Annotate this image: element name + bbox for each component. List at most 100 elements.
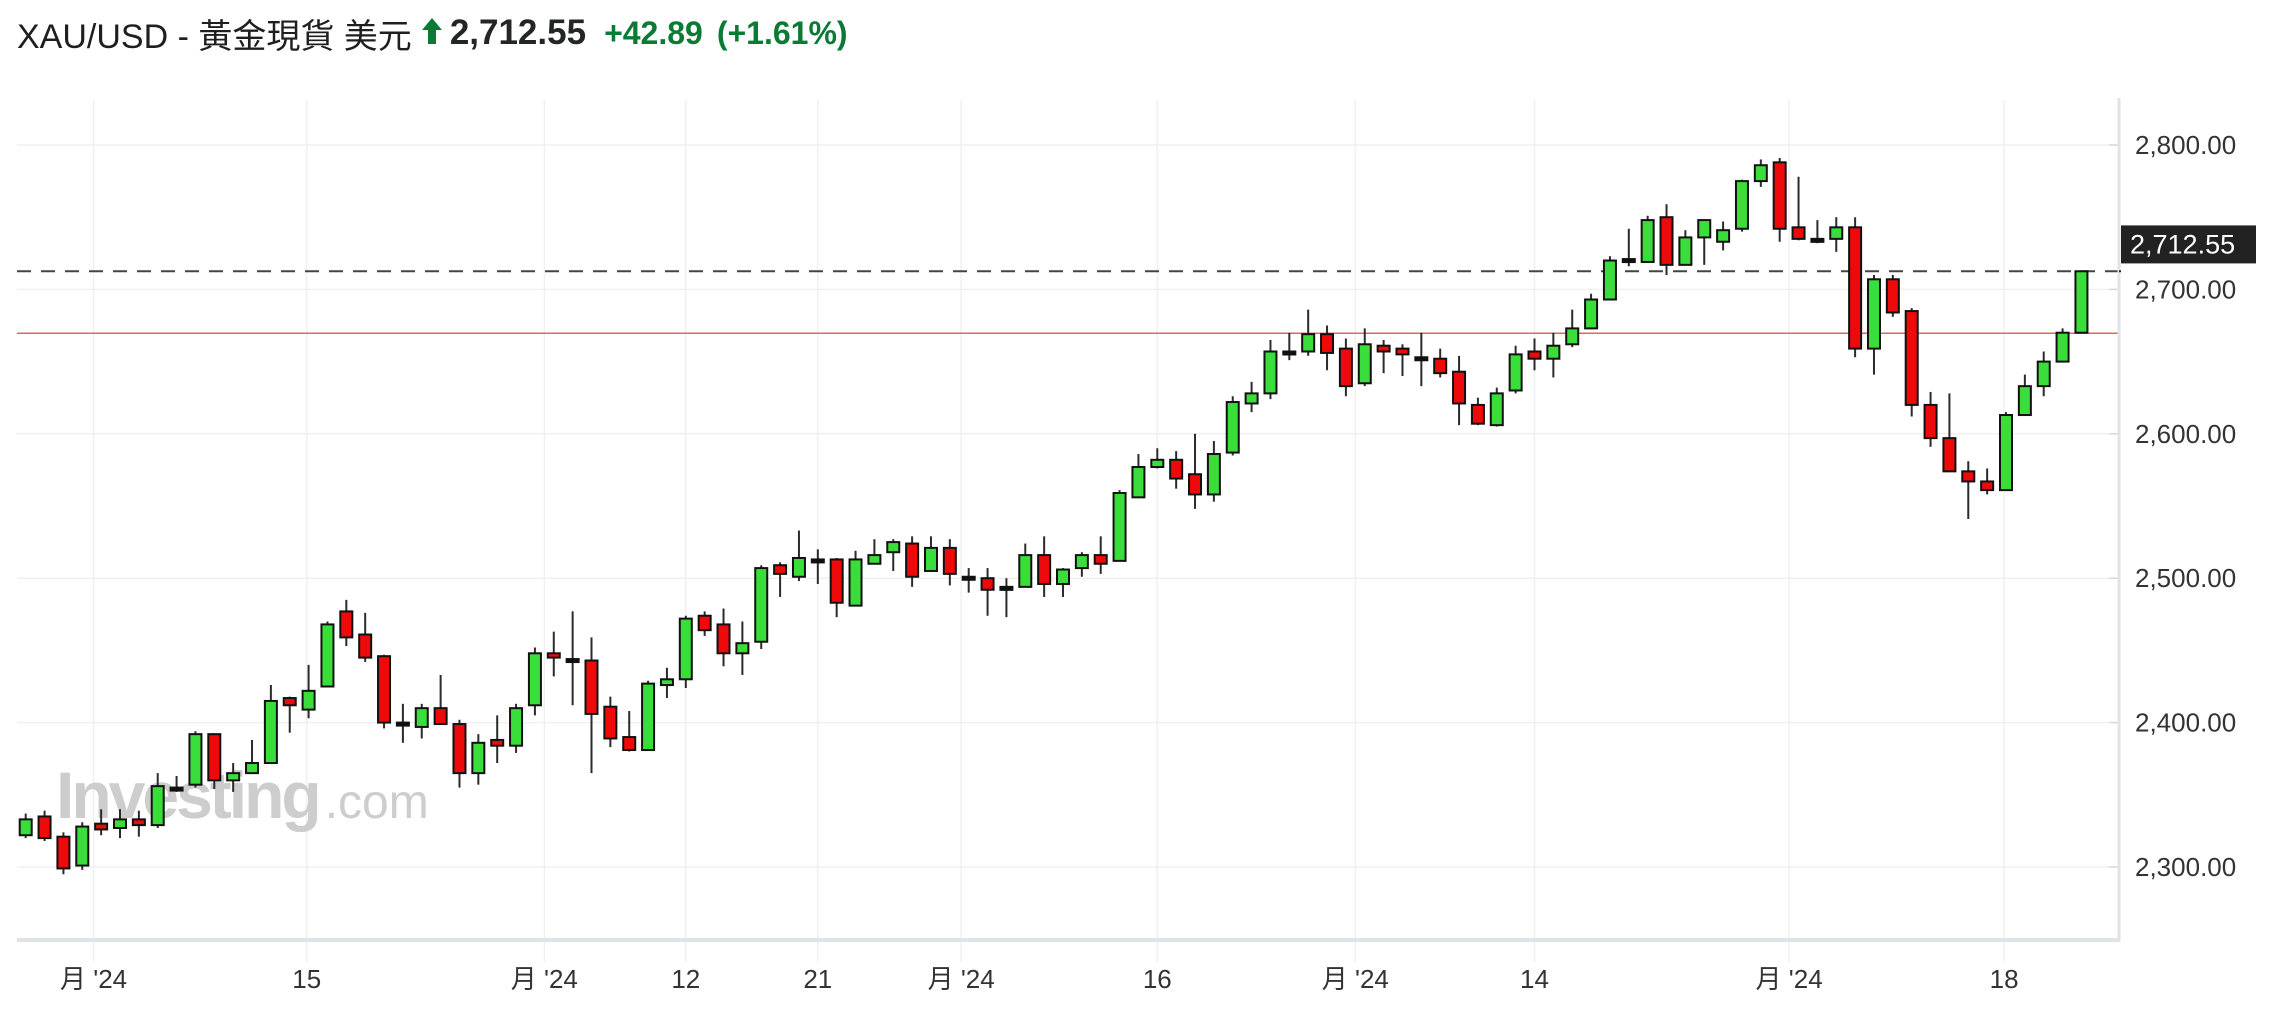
candle (75, 822, 90, 870)
candle-body (1244, 392, 1259, 405)
candle (867, 539, 882, 565)
last-price: 2,712.55 (449, 13, 587, 52)
candle (1056, 568, 1070, 597)
candle-body (150, 785, 165, 827)
candle-body (942, 546, 957, 575)
candle (923, 536, 938, 572)
price-change-percent: (+1.61%) (716, 14, 848, 51)
candle-body (659, 678, 674, 687)
candle-body (754, 567, 769, 643)
candle-body (1848, 226, 1863, 350)
candle-body (1376, 344, 1391, 353)
candle-body (1338, 347, 1353, 388)
candle-body (1961, 470, 1976, 483)
candle (1395, 344, 1410, 377)
y-tick-label: 2,500.00 (2135, 563, 2236, 593)
candle-body (245, 762, 260, 775)
candle (773, 562, 788, 597)
candle-body (1942, 437, 1957, 473)
candle-body (1225, 401, 1240, 454)
y-tick-label: 2,300.00 (2135, 852, 2236, 882)
candle (1697, 219, 1712, 265)
candle (414, 703, 429, 739)
candle (829, 557, 844, 618)
candle (207, 733, 222, 790)
instrument-title: XAU/USD - 黃金現貨 美元 (17, 17, 412, 56)
y-tick-label: 2,700.00 (2135, 274, 2236, 304)
candle (1584, 293, 1599, 330)
candle-body (226, 772, 241, 782)
candle (1018, 543, 1033, 588)
candle (320, 621, 335, 688)
candle-body (622, 736, 637, 752)
candle-body (603, 705, 618, 740)
candle (452, 719, 467, 788)
candle-body (923, 546, 938, 572)
candle (848, 550, 863, 607)
candle (1338, 338, 1353, 397)
candle (565, 611, 580, 706)
price-change: +42.89 (604, 14, 703, 51)
candle-body (867, 554, 882, 565)
candle-body (961, 575, 976, 581)
candle-body (1150, 458, 1165, 469)
candle (678, 615, 693, 688)
candle (1621, 228, 1636, 267)
x-tick-label: 18 (1990, 964, 2019, 994)
candle-body (339, 610, 354, 639)
candle-body (1697, 219, 1712, 239)
x-tick-label: 12 (671, 964, 700, 994)
candle-body (848, 558, 863, 607)
candle-body (2074, 270, 2089, 334)
candle-body (490, 738, 505, 747)
candle (1678, 230, 1693, 266)
candle (961, 568, 976, 593)
candle (1357, 328, 1372, 387)
candle-body (1433, 357, 1448, 375)
candle (754, 565, 769, 649)
candle-body (169, 786, 184, 792)
candle (471, 734, 486, 785)
candle-body (1716, 229, 1731, 243)
candle (433, 674, 448, 726)
candle-body (1866, 278, 1881, 350)
candle (622, 711, 637, 752)
candle-body (395, 721, 410, 727)
candle (1866, 274, 1881, 375)
candle (999, 578, 1014, 618)
candle (1452, 355, 1467, 426)
y-tick-label: 2,400.00 (2135, 708, 2236, 738)
candle (1999, 412, 2013, 492)
candle-body (735, 642, 750, 655)
candle-body (263, 699, 278, 765)
candle-body (1791, 226, 1806, 240)
candle-body (678, 617, 693, 681)
candle (1791, 176, 1806, 241)
candle (1433, 348, 1448, 378)
candle-body (641, 682, 656, 752)
candle-body (1772, 161, 1787, 230)
candle-body (697, 614, 712, 632)
candle-body (546, 652, 561, 659)
candle-body (452, 723, 467, 775)
candle (150, 773, 165, 829)
candle-body (980, 577, 995, 591)
candle-body (1904, 310, 1919, 406)
candle-body (56, 835, 71, 870)
candle (1225, 396, 1240, 456)
x-tick-label: 14 (1520, 964, 1549, 994)
candle (1527, 338, 1542, 371)
reference-lines (17, 270, 2119, 334)
x-tick-label: 月 '24 (928, 964, 995, 994)
candle (980, 568, 995, 616)
candle-body (471, 741, 486, 775)
candle-body (1470, 403, 1485, 425)
candle-body (1734, 180, 1749, 230)
candle (1470, 397, 1485, 426)
candle-body (1829, 226, 1844, 240)
x-tick-label: 月 '24 (60, 964, 127, 994)
candle-body (1206, 453, 1221, 496)
candle-body (1056, 568, 1070, 585)
candle (1904, 308, 1919, 417)
